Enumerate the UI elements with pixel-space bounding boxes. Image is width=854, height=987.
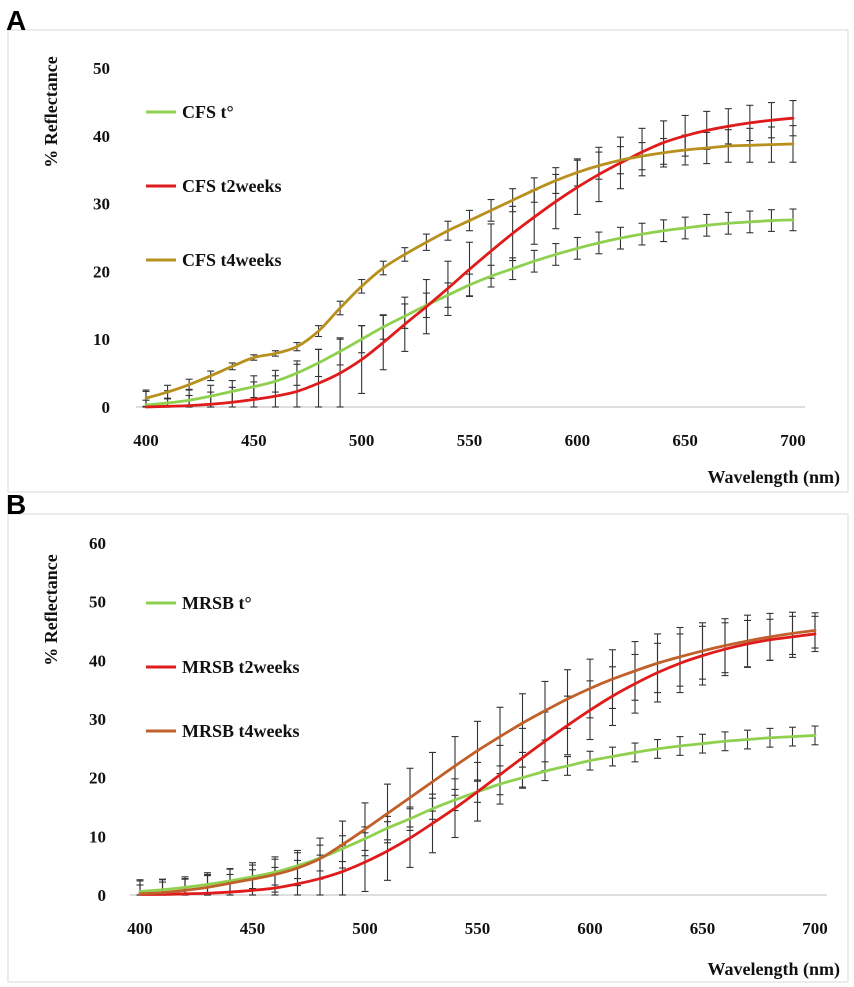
panel-b-letter: B: [6, 489, 26, 520]
panel-b-plot: 0 10 20 30 40 50 60 400 450 500 550 600 650 700 MRSB t…: [89, 534, 828, 938]
panel-a-legend-label-2: CFS t2weeks: [182, 176, 282, 196]
panel-b-y-tick-label: 30: [89, 710, 106, 729]
panel-b-y-tick-label: 0: [98, 886, 107, 905]
panel-a-x-tick-label: 600: [565, 431, 591, 450]
panel-b-x-tick-label: 700: [802, 919, 828, 938]
panel-b-y-tick-label: 50: [89, 593, 106, 612]
panel-a-x-tick-label: 450: [241, 431, 267, 450]
panel-a-series-line-2: [144, 116, 795, 409]
panel-b-x-tick-label: 550: [465, 919, 491, 938]
panel-b-y-tick-label: 40: [89, 651, 106, 670]
panel-a-x-tick-label: 500: [349, 431, 375, 450]
panel-b-y-tick-label: 60: [89, 534, 106, 553]
panel-a-letter: A: [6, 5, 26, 36]
panel-a-x-axis-title: Wavelength (nm): [708, 467, 841, 488]
panel-b-series-line-3: [138, 629, 817, 896]
panel-a-y-tick-label: 20: [93, 262, 110, 281]
panel-a-plot: 0 10 20 30 40 50 400 450 500 550 600 650 700 CFS t° CF…: [93, 59, 806, 450]
panel-a-y-tick-label: 30: [93, 195, 110, 214]
panel-b-x-tick-label: 450: [240, 919, 266, 938]
panel-a-y-axis-title: % Reflectance: [41, 56, 61, 167]
panel-a-frame: [7, 29, 849, 493]
panel-b-x-tick-label: 500: [352, 919, 378, 938]
panel-a-series-line-3: [144, 142, 795, 400]
panel-b-y-axis-title: % Reflectance: [41, 554, 61, 665]
panel-a-legend-label-3: CFS t4weeks: [182, 250, 282, 270]
panel-a-y-tick-label: 10: [93, 330, 110, 349]
panel-a-series-line-1: [144, 218, 795, 407]
panel-b-x-tick-label: 650: [690, 919, 716, 938]
panel-a-x-tick-label: 400: [133, 431, 159, 450]
panel-b-legend-label-3: MRSB t4weeks: [182, 721, 300, 741]
panel-b-frame: [7, 513, 849, 983]
panel-b-x-tick-label: 400: [127, 919, 153, 938]
panel-a-y-tick-label: 0: [102, 398, 111, 417]
panel-b-series-line-2: [138, 632, 817, 896]
panel-a-x-tick-label: 550: [457, 431, 483, 450]
panel-a-legend-label-1: CFS t°: [182, 102, 234, 122]
panel-a-x-tick-label: 650: [672, 431, 698, 450]
panel-a-y-tick-label: 40: [93, 127, 110, 146]
panel-b-y-tick-label: 20: [89, 769, 106, 788]
panel-a-y-tick-label: 50: [93, 59, 110, 78]
panel-b-x-axis-title: Wavelength (nm): [708, 959, 841, 980]
panel-b-legend-label-2: MRSB t2weeks: [182, 657, 300, 677]
panel-b-x-tick-label: 600: [577, 919, 603, 938]
panel-b-y-tick-label: 10: [89, 827, 106, 846]
panel-b-legend-label-1: MRSB t°: [182, 593, 252, 613]
panel-a-x-tick-label: 700: [780, 431, 806, 450]
